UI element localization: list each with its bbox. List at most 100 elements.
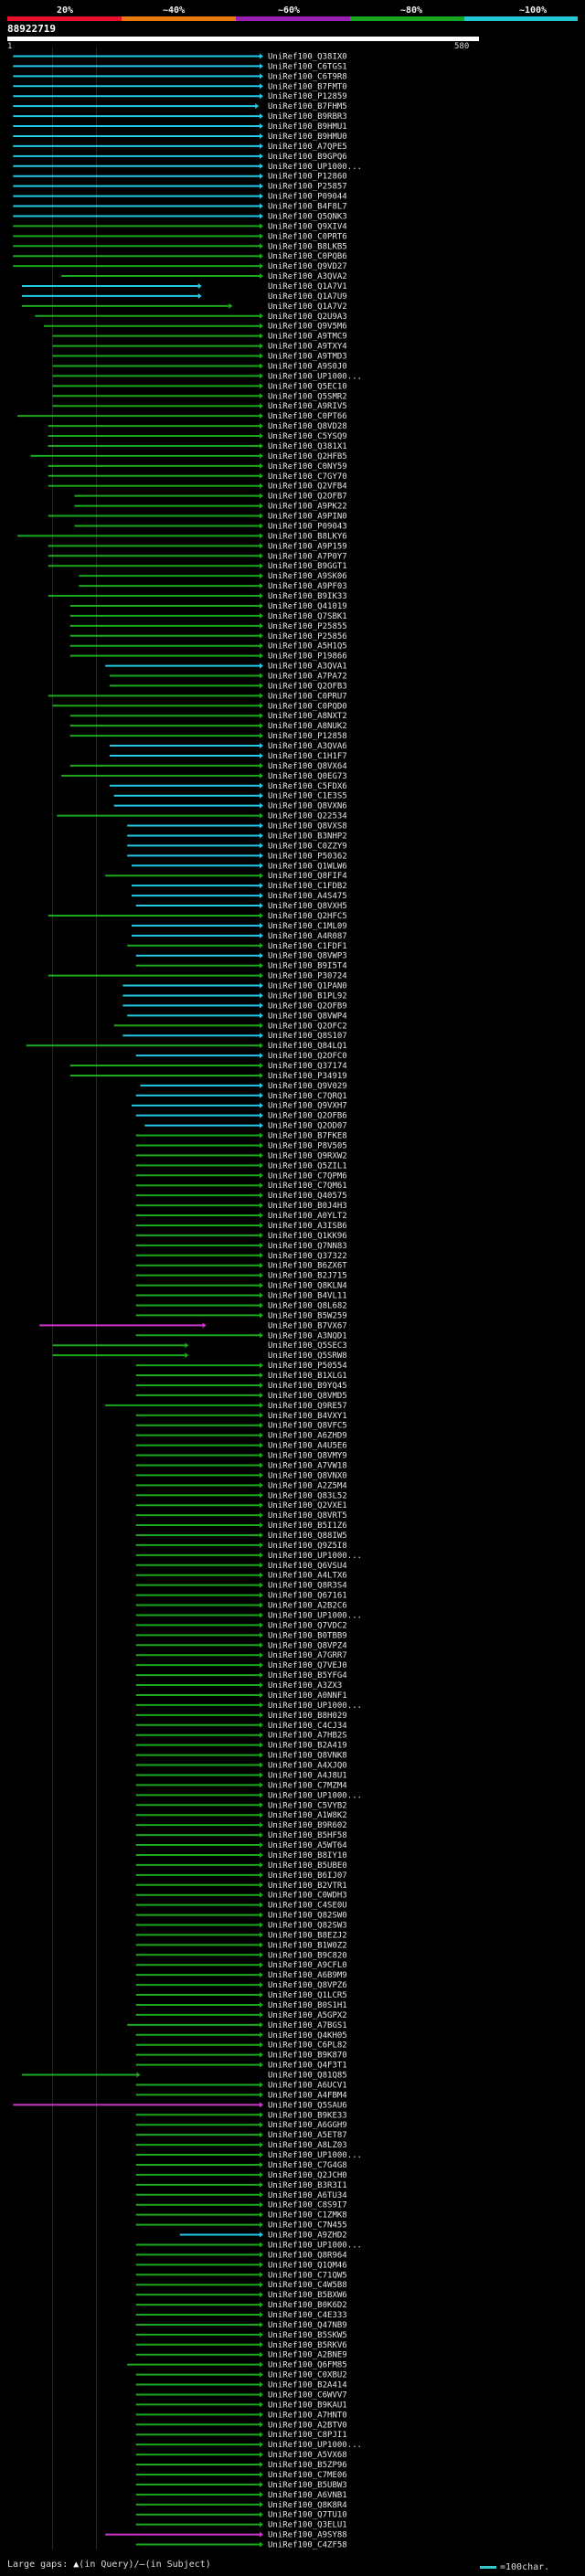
hit-label[interactable]: UniRef100_Q22534 xyxy=(268,812,347,822)
hit-label[interactable]: UniRef100_A4S475 xyxy=(268,892,347,901)
hit-label[interactable]: UniRef100_B5HF58 xyxy=(268,1831,347,1840)
hit-label[interactable]: UniRef100_A4J8U1 xyxy=(268,1771,347,1780)
hit-label[interactable]: UniRef100_Q1KK96 xyxy=(268,1232,347,1241)
hit-label[interactable]: UniRef100_B3R3I1 xyxy=(268,2181,347,2190)
hit-label[interactable]: UniRef100_B5ZP96 xyxy=(268,2461,347,2470)
hit-label[interactable]: UniRef100_C0NY59 xyxy=(268,462,347,472)
hit-label[interactable]: UniRef100_A4XJQ0 xyxy=(268,1762,347,1771)
hit-label[interactable]: UniRef100_Q1LCR5 xyxy=(268,1991,347,2000)
hit-label[interactable]: UniRef100_UP1000... xyxy=(268,1791,362,1800)
hit-label[interactable]: UniRef100_A3NQD1 xyxy=(268,1331,347,1341)
hit-label[interactable]: UniRef100_C7QPM6 xyxy=(268,1171,347,1181)
hit-label[interactable]: UniRef100_A7GRR7 xyxy=(268,1651,347,1660)
hit-label[interactable]: UniRef100_UP1000... xyxy=(268,372,362,381)
hit-label[interactable]: UniRef100_A2Z5M4 xyxy=(268,1481,347,1490)
hit-label[interactable]: UniRef100_A9PK22 xyxy=(268,503,347,512)
hit-label[interactable]: UniRef100_C0PRU7 xyxy=(268,692,347,701)
hit-label[interactable]: UniRef100_A6GGH9 xyxy=(268,2121,347,2130)
hit-label[interactable]: UniRef100_Q37322 xyxy=(268,1252,347,1261)
hit-label[interactable]: UniRef100_A8LZ03 xyxy=(268,2141,347,2150)
hit-label[interactable]: UniRef100_A2BNE9 xyxy=(268,2351,347,2360)
hit-label[interactable]: UniRef100_A3ZX3 xyxy=(268,1681,342,1691)
hit-label[interactable]: UniRef100_B3NHP2 xyxy=(268,832,347,841)
hit-label[interactable]: UniRef100_B8EZJ2 xyxy=(268,1931,347,1940)
hit-label[interactable]: UniRef100_C6T9R8 xyxy=(268,72,347,81)
hit-label[interactable]: UniRef100_P09044 xyxy=(268,193,347,202)
hit-label[interactable]: UniRef100_C6PL82 xyxy=(268,2041,347,2051)
hit-label[interactable]: UniRef100_C71QW5 xyxy=(268,2271,347,2280)
hit-label[interactable]: UniRef100_Q4KH05 xyxy=(268,2031,347,2041)
hit-label[interactable]: UniRef100_Q1A7U9 xyxy=(268,292,347,302)
hit-label[interactable]: UniRef100_Q7VDC2 xyxy=(268,1621,347,1630)
hit-label[interactable]: UniRef100_A8NUK2 xyxy=(268,722,347,731)
hit-label[interactable]: UniRef100_P25856 xyxy=(268,632,347,641)
hit-label[interactable]: UniRef100_C1H1F7 xyxy=(268,752,347,761)
hit-label[interactable]: UniRef100_Q2HFC5 xyxy=(268,912,347,921)
hit-label[interactable]: UniRef100_Q8VFC5 xyxy=(268,1422,347,1431)
hit-label[interactable]: UniRef100_B8H029 xyxy=(268,1712,347,1721)
hit-label[interactable]: UniRef100_Q37174 xyxy=(268,1062,347,1071)
hit-label[interactable]: UniRef100_Q8K8R4 xyxy=(268,2501,347,2510)
hit-label[interactable]: UniRef100_Q9RXW2 xyxy=(268,1151,347,1161)
hit-label[interactable]: UniRef100_A9CFL0 xyxy=(268,1961,347,1970)
hit-label[interactable]: UniRef100_C7GY70 xyxy=(268,472,347,482)
hit-label[interactable]: UniRef100_A6VNB1 xyxy=(268,2491,347,2500)
hit-label[interactable]: UniRef100_B1XLG1 xyxy=(268,1372,347,1381)
hit-label[interactable]: UniRef100_UP1000... xyxy=(268,2151,362,2160)
hit-label[interactable]: UniRef100_C7G4G8 xyxy=(268,2161,347,2170)
hit-label[interactable]: UniRef100_P50554 xyxy=(268,1362,347,1371)
hit-label[interactable]: UniRef100_Q2OD07 xyxy=(268,1122,347,1131)
hit-label[interactable]: UniRef100_A5H1Q5 xyxy=(268,642,347,652)
hit-label[interactable]: UniRef100_Q8VXN6 xyxy=(268,802,347,811)
hit-label[interactable]: UniRef100_C7ME06 xyxy=(268,2471,347,2480)
hit-label[interactable]: UniRef100_Q8VPZ4 xyxy=(268,1641,347,1650)
hit-label[interactable]: UniRef100_Q2OFB6 xyxy=(268,1112,347,1121)
hit-label[interactable]: UniRef100_Q8R3S4 xyxy=(268,1582,347,1591)
hit-label[interactable]: UniRef100_A5ET87 xyxy=(268,2131,347,2140)
hit-label[interactable]: UniRef100_Q41019 xyxy=(268,602,347,611)
hit-label[interactable]: UniRef100_Q2JCH0 xyxy=(268,2171,347,2180)
hit-label[interactable]: UniRef100_A9ZHD2 xyxy=(268,2231,347,2241)
hit-label[interactable]: UniRef100_Q7NN83 xyxy=(268,1242,347,1251)
hit-label[interactable]: UniRef100_Q4F3T1 xyxy=(268,2062,347,2071)
hit-label[interactable]: UniRef100_A3QVA6 xyxy=(268,742,347,751)
hit-label[interactable]: UniRef100_A2B2C6 xyxy=(268,1602,347,1611)
hit-label[interactable]: UniRef100_Q8VPZ6 xyxy=(268,1981,347,1990)
hit-label[interactable]: UniRef100_B7FKE8 xyxy=(268,1132,347,1141)
hit-label[interactable]: UniRef100_C1ML09 xyxy=(268,922,347,931)
hit-label[interactable]: UniRef100_Q2OFB3 xyxy=(268,682,347,691)
hit-label[interactable]: UniRef100_C4CJ34 xyxy=(268,1722,347,1731)
hit-label[interactable]: UniRef100_C4SE0U xyxy=(268,1902,347,1911)
hit-label[interactable]: UniRef100_Q9RE57 xyxy=(268,1402,347,1411)
hit-label[interactable]: UniRef100_C7N455 xyxy=(268,2221,347,2231)
hit-label[interactable]: UniRef100_C4E333 xyxy=(268,2311,347,2320)
hit-label[interactable]: UniRef100_Q7TU10 xyxy=(268,2511,347,2520)
hit-label[interactable]: UniRef100_Q9VD27 xyxy=(268,262,347,271)
hit-label[interactable]: UniRef100_A5GPX2 xyxy=(268,2011,347,2020)
hit-label[interactable]: UniRef100_Q5SRW8 xyxy=(268,1352,347,1361)
hit-label[interactable]: UniRef100_Q8VD28 xyxy=(268,422,347,431)
hit-label[interactable]: UniRef100_A3QVA2 xyxy=(268,272,347,281)
hit-label[interactable]: UniRef100_Q8VWP3 xyxy=(268,952,347,961)
hit-label[interactable]: UniRef100_B2J715 xyxy=(268,1272,347,1281)
hit-label[interactable]: UniRef100_A6ZHD9 xyxy=(268,1432,347,1441)
hit-label[interactable]: UniRef100_A4R087 xyxy=(268,932,347,941)
hit-label[interactable]: UniRef100_C7QRQ1 xyxy=(268,1092,347,1101)
hit-label[interactable]: UniRef100_Q7SBK1 xyxy=(268,612,347,621)
hit-label[interactable]: UniRef100_B2VTR1 xyxy=(268,1882,347,1891)
hit-label[interactable]: UniRef100_C8PJI1 xyxy=(268,2431,347,2440)
hit-label[interactable]: UniRef100_A6B9M9 xyxy=(268,1971,347,1980)
hit-label[interactable]: UniRef100_P25855 xyxy=(268,622,347,631)
hit-label[interactable]: UniRef100_Q82SW3 xyxy=(268,1922,347,1931)
hit-label[interactable]: UniRef100_Q0EG73 xyxy=(268,772,347,781)
hit-label[interactable]: UniRef100_P34919 xyxy=(268,1072,347,1081)
hit-label[interactable]: UniRef100_Q1A7V1 xyxy=(268,282,347,292)
hit-label[interactable]: UniRef100_A5VX68 xyxy=(268,2451,347,2460)
hit-label[interactable]: UniRef100_A7HB2S xyxy=(268,1732,347,1741)
hit-label[interactable]: UniRef100_B5BXW6 xyxy=(268,2291,347,2300)
hit-label[interactable]: UniRef100_B9R602 xyxy=(268,1821,347,1830)
hit-label[interactable]: UniRef100_P19866 xyxy=(268,652,347,662)
hit-label[interactable]: UniRef100_C1E3S5 xyxy=(268,792,347,801)
hit-label[interactable]: UniRef100_B2A414 xyxy=(268,2381,347,2390)
hit-label[interactable]: UniRef100_A9S0J0 xyxy=(268,362,347,371)
